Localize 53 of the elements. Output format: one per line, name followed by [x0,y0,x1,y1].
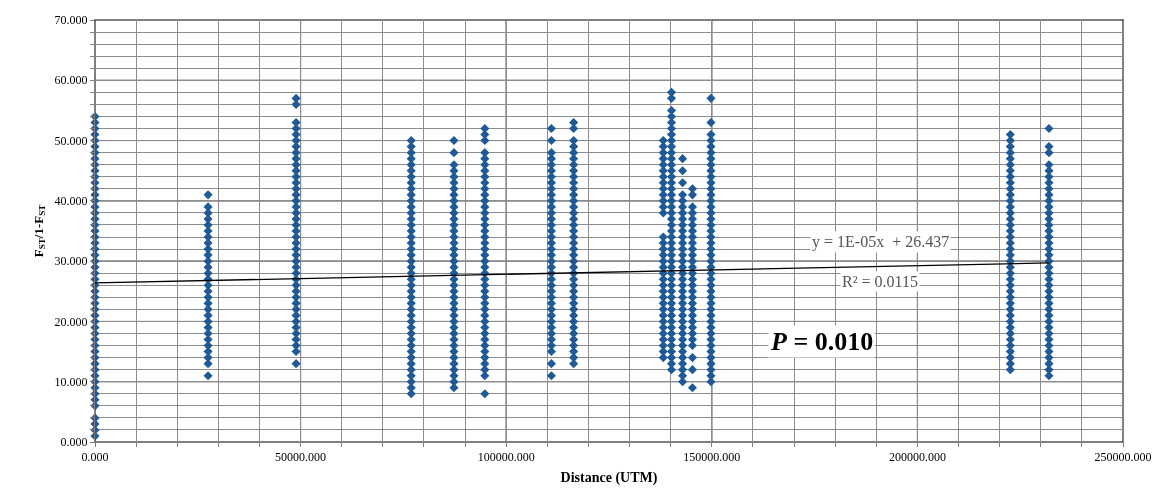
point [203,190,213,200]
y-tick-label: 10.000 [54,374,88,389]
point [291,347,301,357]
y-tick-label: 20.000 [54,314,88,329]
point [546,347,556,357]
point [678,178,688,188]
point [480,371,490,381]
point [480,389,490,399]
point [480,136,490,146]
point [687,353,698,363]
point [1044,371,1054,381]
x-tick-label: 200000.000 [888,450,946,465]
x-tick-label: 50000.000 [275,450,327,465]
point [678,166,688,176]
x-tick-label: 150000.000 [683,450,741,465]
point [449,383,459,393]
x-tick-label: 0.000 [81,450,109,465]
point [687,383,698,393]
x-axis-title: Distance (UTM) [560,469,658,486]
point [449,148,459,158]
point [449,136,459,146]
point [406,389,416,399]
y-tick-label: 40.000 [54,194,88,209]
point [687,190,698,200]
y-tick-label: 70.000 [54,13,88,28]
point [546,123,556,134]
y-tick-label: 50.000 [54,133,88,148]
point [706,93,716,103]
point [291,359,301,369]
point [203,359,213,369]
point [678,377,688,387]
point [1044,123,1054,134]
y-tick-label: 30.000 [54,254,88,269]
point [1005,365,1015,375]
annotation: y = 1E-05x + 26.437 [812,233,950,251]
point [546,371,556,381]
point [203,371,213,381]
point [1044,148,1054,158]
point [706,117,716,128]
annotation: R² = 0.0115 [842,273,918,290]
point [546,136,556,146]
point [546,359,556,369]
point [687,365,698,375]
y-tick-label: 60.000 [54,73,88,88]
y-tick-label: 0.000 [60,435,88,450]
x-tick-label: 250000.000 [1094,450,1152,465]
annotation: P = 0.010 [770,327,874,356]
x-tick-label: 100000.000 [477,450,535,465]
point [706,377,716,387]
point [666,365,677,375]
point [658,353,668,363]
point [678,154,688,164]
point [569,359,579,369]
